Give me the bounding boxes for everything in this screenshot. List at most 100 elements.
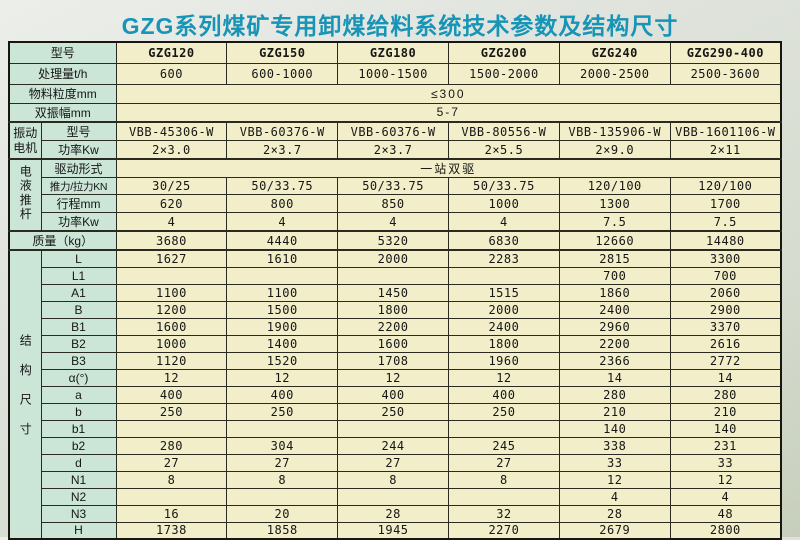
- row-label: N3: [40, 504, 117, 523]
- table-row-dim: H 1738 1858 1945 2270 2679 2800: [9, 521, 782, 540]
- value-cell: [448, 419, 560, 438]
- value-cell: 30/25: [115, 177, 228, 195]
- table-row-dim: α(°) 12 12 12 12 14 14: [9, 368, 782, 387]
- value-cell: 1520: [226, 351, 339, 370]
- row-label: N2: [40, 487, 117, 506]
- value-cell: VBB-135906-W: [558, 121, 671, 141]
- value-cell: 1120: [115, 351, 228, 370]
- value-cell: 231: [669, 436, 782, 455]
- value-cell: 250: [337, 402, 449, 421]
- merged-value-cell: 5-7: [115, 102, 782, 123]
- value-cell: 2000-2500: [558, 62, 671, 85]
- value-cell: 800: [226, 194, 339, 213]
- row-label: L: [40, 249, 117, 268]
- value-cell: 14480: [669, 230, 782, 251]
- value-cell: 250: [448, 402, 560, 421]
- value-cell: 250: [115, 402, 228, 421]
- value-cell: 2679: [558, 521, 671, 540]
- value-cell: 6830: [448, 230, 560, 251]
- value-cell: 2366: [558, 351, 671, 370]
- table-row-dim: B 1200 1500 1800 2000 2400 2900: [9, 300, 782, 319]
- table-row-amplitude: 双振幅mm 5-7: [8, 102, 782, 123]
- table-row-force: 推力/拉力KN 30/25 50/33.75 50/33.75 50/33.75…: [9, 177, 782, 195]
- value-cell: 304: [226, 436, 339, 455]
- value-cell: 1960: [448, 351, 560, 370]
- value-cell: [337, 487, 449, 506]
- row-label: a: [40, 385, 117, 404]
- table-row-capacity: 处理量t/h 600 600-1000 1000-1500 1500-2000 …: [8, 62, 782, 85]
- value-cell: 2283: [448, 249, 560, 268]
- table-row-models: 型号 GZG120 GZG150 GZG180 GZG200 GZG240 GZ…: [8, 41, 782, 64]
- table-row-motor-power: 功率Kw 2×3.0 2×3.7 2×3.7 2×5.5 2×9.0 2×11: [9, 140, 782, 160]
- row-label: H: [40, 521, 117, 540]
- value-cell: 1738: [115, 521, 228, 540]
- value-cell: 32: [448, 504, 560, 523]
- value-cell: [226, 419, 339, 438]
- model-header: GZG120: [115, 41, 228, 64]
- value-cell: 2400: [558, 300, 671, 319]
- merged-value-cell: ≤300: [115, 83, 782, 104]
- row-label: 功率Kw: [40, 140, 117, 160]
- table-row-dim: N3 16 20 28 32 28 48: [9, 504, 782, 523]
- value-cell: 50/33.75: [448, 177, 560, 195]
- value-cell: 8: [448, 470, 560, 489]
- table-row-drive-type: 电液推杆 驱动形式 一站双驱: [8, 158, 782, 232]
- value-cell: 2960: [558, 317, 671, 336]
- value-cell: 1100: [115, 283, 228, 302]
- row-label: B3: [40, 351, 117, 370]
- row-label: 双振幅mm: [8, 102, 117, 123]
- value-cell: 4: [669, 487, 782, 506]
- value-cell: 210: [669, 402, 782, 421]
- row-label: b1: [40, 419, 117, 438]
- value-cell: 4: [337, 212, 449, 232]
- value-cell: 1600: [337, 334, 449, 353]
- row-label: 物料粒度mm: [8, 83, 117, 104]
- row-label: α(°): [40, 368, 117, 387]
- value-cell: 28: [337, 504, 449, 523]
- row-label: L1: [40, 266, 117, 285]
- value-cell: 1858: [226, 521, 339, 540]
- row-label: 行程mm: [40, 194, 117, 213]
- value-cell: 120/100: [558, 177, 671, 195]
- value-cell: 1900: [226, 317, 339, 336]
- model-header: GZG240: [558, 41, 671, 64]
- value-cell: 700: [558, 266, 671, 285]
- value-cell: 28: [558, 504, 671, 523]
- value-cell: 27: [448, 453, 560, 472]
- value-cell: 12660: [558, 230, 671, 251]
- value-cell: VBB-1601106-W: [669, 121, 782, 141]
- table-row-dim: N1 8 8 8 8 12 12: [9, 470, 782, 489]
- value-cell: [226, 266, 339, 285]
- value-cell: 14: [669, 368, 782, 387]
- value-cell: 850: [337, 194, 449, 213]
- value-cell: VBB-45306-W: [115, 121, 228, 141]
- value-cell: [115, 419, 228, 438]
- model-header: GZG200: [448, 41, 560, 64]
- value-cell: 600-1000: [226, 62, 339, 85]
- value-cell: 3680: [115, 230, 228, 251]
- value-cell: 140: [669, 419, 782, 438]
- table-row-mass: 质量（kg） 3680 4440 5320 6830 12660 14480: [8, 230, 782, 251]
- value-cell: 250: [226, 402, 339, 421]
- group-label-vibration-motor: 振动电机: [8, 121, 42, 160]
- table-row-dim: N2 4 4: [9, 487, 782, 506]
- value-cell: 12: [337, 368, 449, 387]
- value-cell: 1000: [448, 194, 560, 213]
- table-row-dim: A1 1100 1100 1450 1515 1860 2060: [9, 283, 782, 302]
- value-cell: 4: [448, 212, 560, 232]
- model-header: GZG290-400: [669, 41, 782, 64]
- value-cell: 2200: [337, 317, 449, 336]
- value-cell: 2060: [669, 283, 782, 302]
- value-cell: 20: [226, 504, 339, 523]
- value-cell: 1600: [115, 317, 228, 336]
- value-cell: 2×11: [669, 140, 782, 160]
- page-title: GZG系列煤矿专用卸煤给料系统技术参数及结构尺寸: [121, 13, 679, 39]
- value-cell: 2270: [448, 521, 560, 540]
- value-cell: 2000: [448, 300, 560, 319]
- value-cell: 1515: [448, 283, 560, 302]
- value-cell: 1000: [115, 334, 228, 353]
- value-cell: 7.5: [669, 212, 782, 232]
- value-cell: 1800: [337, 300, 449, 319]
- value-cell: 8: [226, 470, 339, 489]
- value-cell: 48: [669, 504, 782, 523]
